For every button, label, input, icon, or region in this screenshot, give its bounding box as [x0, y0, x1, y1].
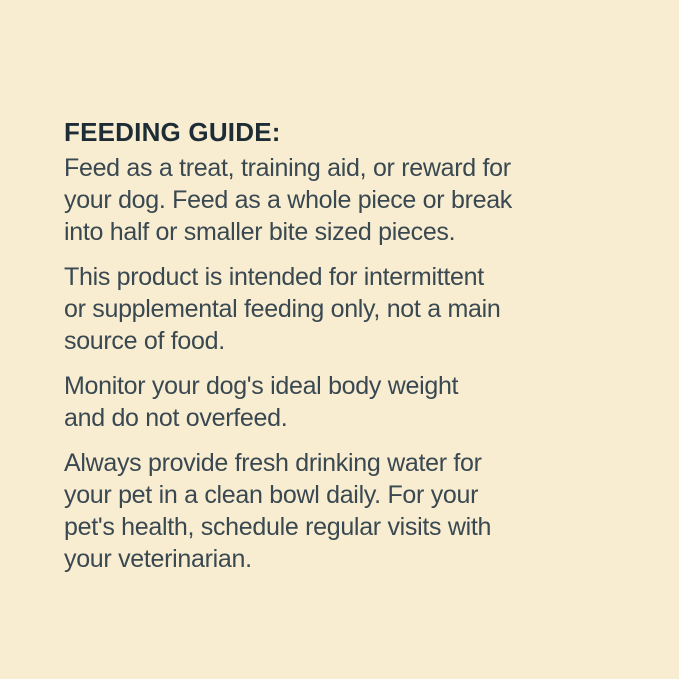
paragraph-line: or supplemental feeding only, not a main: [64, 295, 501, 323]
paragraph-line: pet's health, schedule regular visits wi…: [64, 513, 492, 541]
paragraph-line: This product is intended for intermitten…: [64, 263, 484, 291]
paragraph-line: and do not overfeed.: [64, 404, 288, 432]
feeding-guide-panel: FEEDING GUIDE: Feed as a treat, training…: [64, 116, 564, 588]
paragraph-line: your pet in a clean bowl daily. For your: [64, 481, 479, 509]
paragraph-line: your veterinarian.: [64, 545, 252, 573]
paragraph-line: into half or smaller bite sized pieces.: [64, 218, 456, 246]
paragraph-line: Feed as a treat, training aid, or reward…: [64, 154, 511, 182]
feeding-guide-paragraph-weight: Monitor your dog's ideal body weight and…: [64, 370, 564, 434]
feeding-guide-paragraph-intermittent: This product is intended for intermitten…: [64, 261, 564, 357]
feeding-guide-heading: FEEDING GUIDE:: [64, 117, 281, 147]
paragraph-line: source of food.: [64, 327, 225, 355]
feeding-guide-paragraph-water: Always provide fresh drinking water for …: [64, 447, 564, 575]
paragraph-line: Monitor your dog's ideal body weight: [64, 372, 459, 400]
paragraph-line: Always provide fresh drinking water for: [64, 449, 482, 477]
feeding-guide-paragraph-usage: Feed as a treat, training aid, or reward…: [64, 152, 564, 248]
paragraph-line: your dog. Feed as a whole piece or break: [64, 186, 512, 214]
